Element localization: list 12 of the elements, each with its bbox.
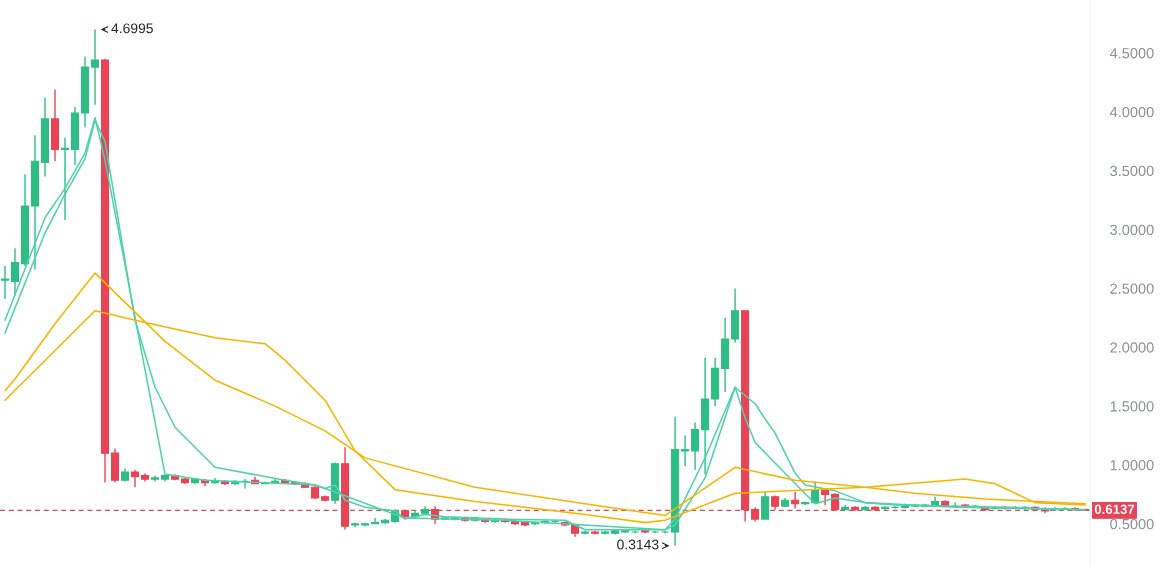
y-tick-label: 2.5000 [1110,283,1154,294]
y-tick-label: 2.0000 [1110,342,1154,353]
ref-line-label: 0.6137 [1094,504,1135,514]
y-tick-label: 3.5000 [1110,165,1154,177]
y-tick-label: 0.5000 [1110,518,1154,530]
y-tick-label: 3.0000 [1110,224,1154,235]
y-tick-label: 1.0000 [1110,460,1154,471]
annotation: 4.6995 [111,23,153,34]
y-tick-label: 1.5000 [1110,401,1154,412]
annotation: 0.3143 [617,539,659,550]
y-tick-label: 4.5000 [1109,48,1154,59]
y-tick-label: 4.0000 [1109,106,1154,118]
